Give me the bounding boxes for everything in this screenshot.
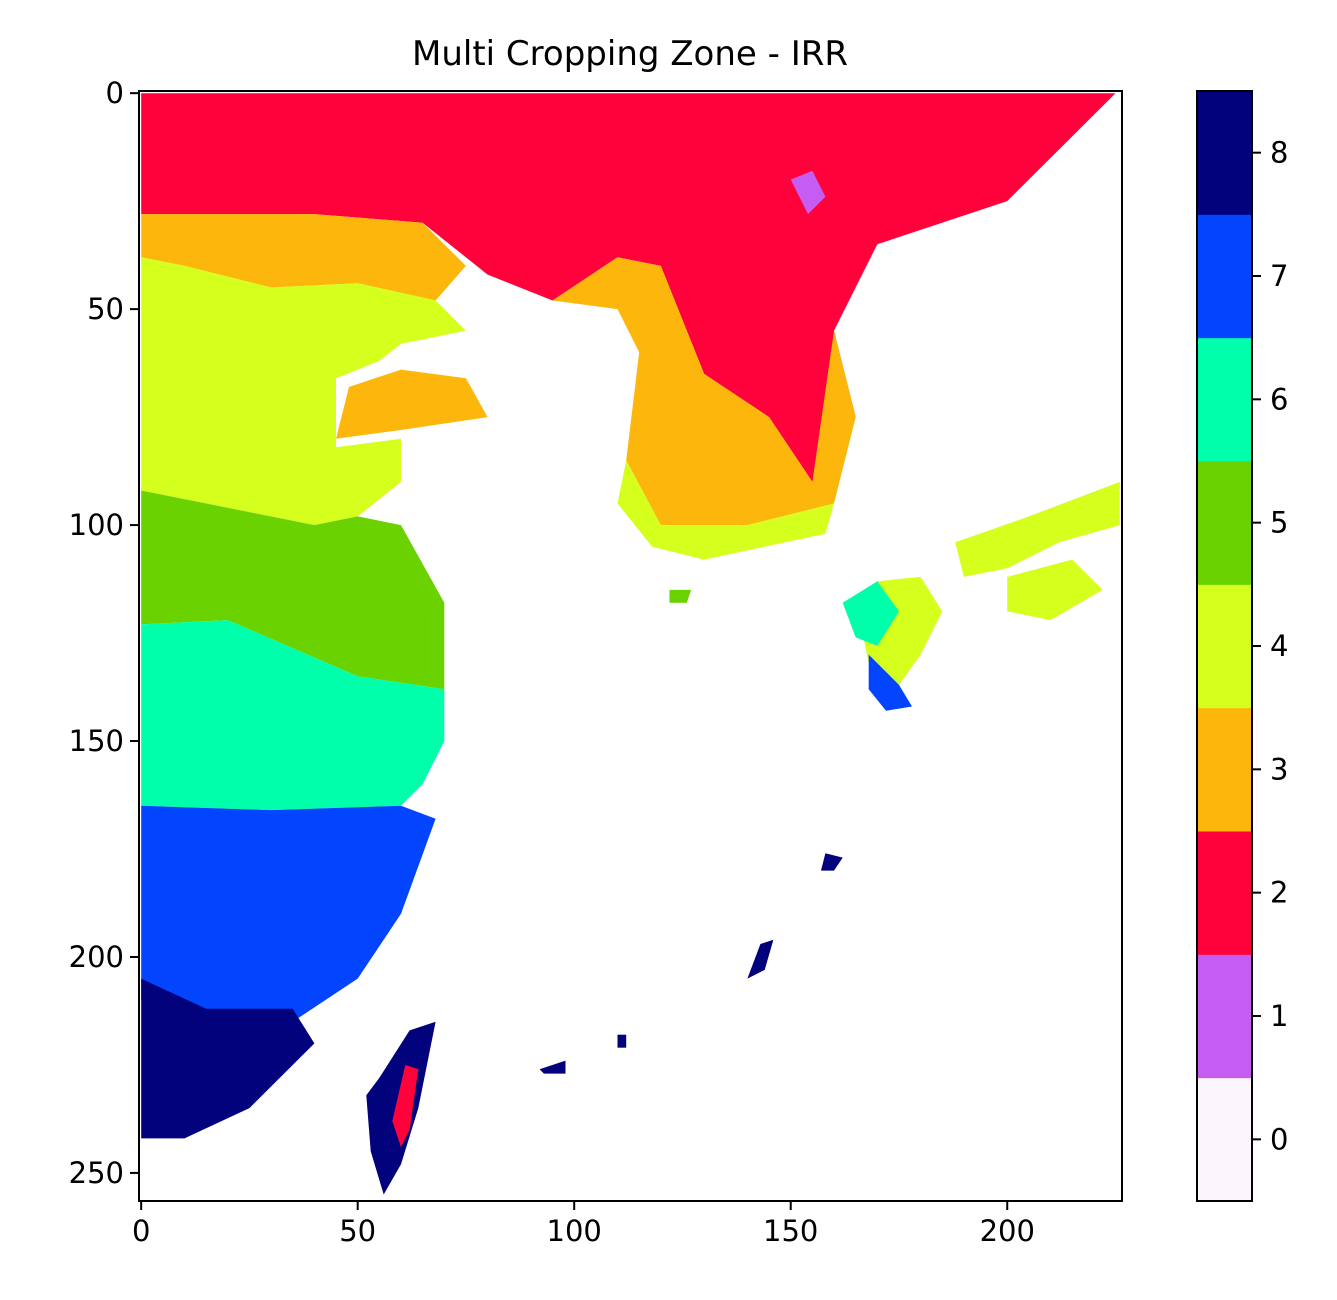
colorbar-label-6: 6 [1270,382,1288,416]
zone-8 [141,805,436,1035]
zone-6 [141,490,445,690]
y-axis: 0 50 100 150 200 250 [69,76,139,1190]
x-axis: 0 50 100 150 200 [132,1201,1035,1248]
zone-4 [141,257,466,526]
zone-7 [141,620,445,811]
zone-16 [1007,559,1103,621]
colorbar-swatch-1 [1197,954,1252,1079]
colorbar-swatch-2 [1197,831,1252,955]
x-tick-label-2: 100 [547,1214,602,1248]
zones-layer [141,93,1120,1195]
zone-0 [141,93,1116,482]
y-tick-label-0: 0 [106,76,124,110]
y-tick-label-5: 250 [69,1156,124,1190]
zone-19 [539,1060,566,1074]
colorbar-swatch-7 [1197,214,1252,339]
colorbar: 0 1 2 3 4 5 6 7 8 [1196,90,1288,1202]
zone-17 [821,853,843,871]
zone-5 [617,460,834,560]
x-tick-label-4: 200 [980,1214,1035,1248]
zone-3 [336,369,488,439]
y-tick-label-1: 50 [87,292,124,326]
colorbar-label-7: 7 [1270,259,1288,293]
zone-20 [617,1034,627,1048]
colorbar-swatch-5 [1197,461,1252,585]
zone-13 [842,581,899,646]
colorbar-swatch-4 [1197,584,1252,709]
colorbar-label-8: 8 [1270,136,1288,170]
colorbar-label-4: 4 [1270,629,1288,663]
zone-14 [868,654,912,711]
zone-2 [552,257,856,526]
colorbar-label-2: 2 [1270,876,1288,910]
zone-15 [955,481,1120,577]
colorbar-label-1: 1 [1270,999,1288,1033]
zone-9 [141,978,315,1139]
chart-title: Multi Cropping Zone - IRR [412,34,848,74]
zone-21 [790,170,826,215]
zone-1 [141,214,466,301]
colorbar-swatch-6 [1197,337,1252,462]
colorbar-label-0: 0 [1270,1122,1288,1156]
x-tick-label-3: 150 [763,1214,818,1248]
y-tick-label-2: 100 [69,508,124,542]
colorbar-swatch-3 [1197,707,1252,832]
x-tick-label-1: 50 [339,1214,376,1248]
zone-18 [747,939,774,979]
colorbar-swatch-0 [1197,1077,1252,1202]
zone-22 [669,589,692,603]
zone-11 [392,1064,419,1147]
colorbar-swatch-8 [1197,91,1252,215]
plot-area [138,90,1123,1202]
plot-frame [138,90,1123,1202]
y-tick-label-3: 150 [69,724,124,758]
x-tick-label-0: 0 [132,1214,150,1248]
colorbar-label-5: 5 [1270,506,1288,540]
y-tick-label-4: 200 [69,940,124,974]
colorbar-label-3: 3 [1270,752,1288,786]
